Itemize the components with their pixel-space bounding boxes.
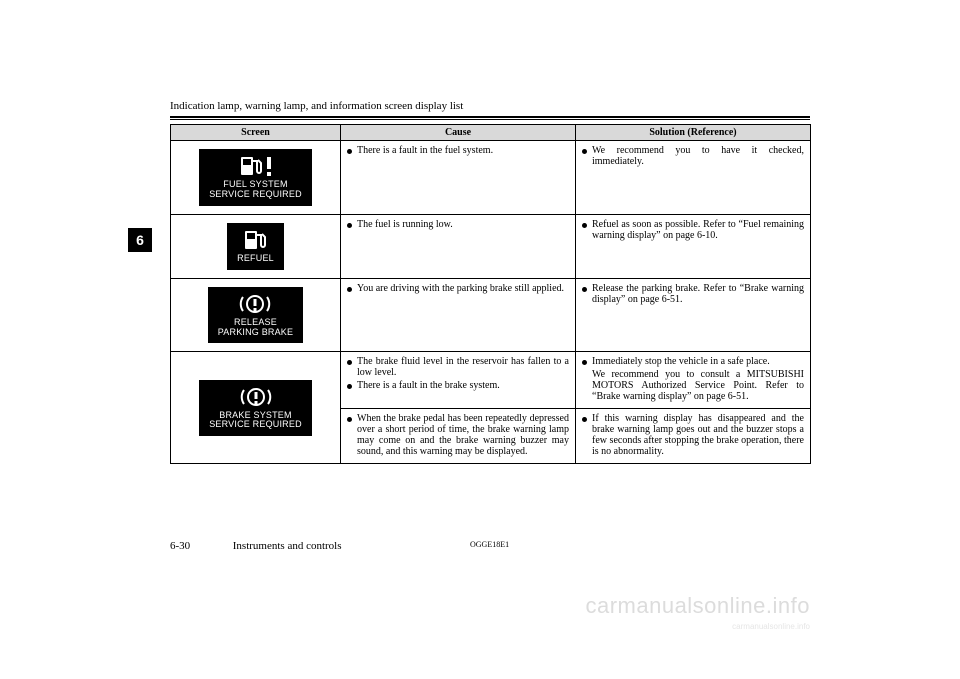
- screen-panel-fuel-system: FUEL SYSTEMSERVICE REQUIRED: [199, 149, 312, 206]
- brake-warning-icon: [239, 386, 273, 408]
- th-solution: Solution (Reference): [576, 125, 811, 141]
- solution-item: We recommend you to have it checked, imm…: [582, 145, 804, 167]
- section-title: Instruments and controls: [233, 540, 342, 552]
- panel-line: RELEASE: [234, 317, 277, 327]
- chapter-tab: 6: [128, 228, 152, 252]
- fuel-pump-icon: [239, 155, 265, 177]
- panel-line: BRAKE SYSTEM: [219, 410, 291, 420]
- watermark-small: carmanualsonline.info: [732, 622, 810, 631]
- solution-lead: Immediately stop the vehicle in a safe p…: [592, 356, 770, 367]
- table-row: FUEL SYSTEMSERVICE REQUIRED There is a f…: [171, 141, 811, 215]
- page-content: Indication lamp, warning lamp, and infor…: [170, 100, 810, 464]
- panel-line: FUEL SYSTEM: [223, 179, 287, 189]
- exclamation-icon: [265, 155, 273, 177]
- cause-item: There is a fault in the brake system.: [347, 380, 569, 391]
- panel-line: REFUEL: [237, 253, 274, 263]
- table-row: REFUEL The fuel is running low. Refuel a…: [171, 214, 811, 278]
- watermark: carmanualsonline.info: [585, 593, 810, 619]
- solution-item: Refuel as soon as possible. Refer to “Fu…: [582, 219, 804, 241]
- brake-warning-icon: [238, 293, 272, 315]
- page-number: 6-30: [170, 540, 230, 552]
- panel-line: PARKING BRAKE: [218, 327, 293, 337]
- page-footer: 6-30 Instruments and controls OGGE18E1: [170, 540, 810, 552]
- table-row: RELEASEPARKING BRAKE You are driving wit…: [171, 278, 811, 352]
- th-cause: Cause: [341, 125, 576, 141]
- cause-item: There is a fault in the fuel system.: [347, 145, 569, 156]
- solution-body: We recommend you to consult a MITSUBISHI…: [592, 369, 804, 402]
- rule-thin: [170, 119, 810, 120]
- cause-item: The fuel is running low.: [347, 219, 569, 230]
- solution-item: If this warning display has disappeared …: [582, 413, 804, 457]
- th-screen: Screen: [171, 125, 341, 141]
- table-row: BRAKE SYSTEMSERVICE REQUIRED The brake f…: [171, 352, 811, 409]
- cause-item: You are driving with the parking brake s…: [347, 283, 569, 294]
- rule-thick: [170, 116, 810, 118]
- fuel-pump-icon: [243, 229, 269, 251]
- screen-panel-refuel: REFUEL: [227, 223, 284, 270]
- warning-table: Screen Cause Solution (Reference): [170, 124, 811, 464]
- cause-item: When the brake pedal has been repeatedly…: [347, 413, 569, 457]
- panel-line: SERVICE REQUIRED: [209, 419, 302, 429]
- solution-item: Release the parking brake. Refer to “Bra…: [582, 283, 804, 305]
- screen-panel-parking-brake: RELEASEPARKING BRAKE: [208, 287, 303, 344]
- page-heading: Indication lamp, warning lamp, and infor…: [170, 100, 810, 112]
- panel-line: SERVICE REQUIRED: [209, 189, 302, 199]
- cause-item: The brake fluid level in the reservoir h…: [347, 356, 569, 378]
- solution-item: Immediately stop the vehicle in a safe p…: [582, 356, 804, 402]
- screen-panel-brake-system: BRAKE SYSTEMSERVICE REQUIRED: [199, 380, 312, 437]
- doc-code: OGGE18E1: [470, 540, 509, 549]
